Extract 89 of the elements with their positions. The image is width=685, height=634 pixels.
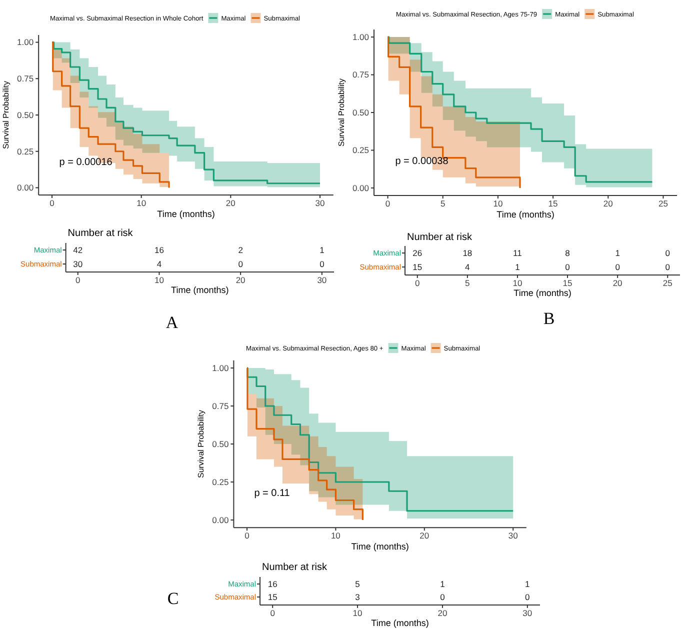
y-axis-title: Survival Probability <box>337 78 346 147</box>
data-label: 1 <box>320 244 325 255</box>
data-label: 1 <box>615 248 620 258</box>
y-tick-label: 0.50 <box>212 438 229 449</box>
x-tick-label: 25 <box>658 198 668 208</box>
data-label: 1 <box>515 262 520 272</box>
y-tick-label: 0.00 <box>352 182 370 193</box>
annotation: p = 0.00016 <box>59 156 113 168</box>
y-tick-label: 0.50 <box>17 110 34 120</box>
data-label: 1 <box>525 578 530 589</box>
x-tick-label: 30 <box>522 608 532 618</box>
x-axis-title: Time (months) <box>371 618 429 628</box>
text: B <box>543 309 555 328</box>
data-label: 1 <box>440 578 446 589</box>
data-label: 26 <box>412 248 422 258</box>
x-tick-label: 25 <box>662 278 673 288</box>
y-axis-title: Survival Probability <box>196 410 206 478</box>
data-label: 0 <box>615 262 620 272</box>
x-tick-label: 20 <box>236 275 246 285</box>
data-label: 16 <box>268 578 278 589</box>
chart-title: Number at risk <box>407 232 474 243</box>
data-label: 42 <box>73 244 83 255</box>
x-axis-title: Time (months) <box>157 209 215 219</box>
data-label: 0 <box>525 592 530 602</box>
x-tick-label: 0 <box>244 530 250 541</box>
x-tick-label: 20 <box>438 608 448 618</box>
data-label: 15 <box>268 592 278 602</box>
data-label: 4 <box>156 258 162 269</box>
chart-title: Number at risk <box>262 562 328 573</box>
data-label: 0 <box>565 262 570 272</box>
x-axis-title: Time (months) <box>351 542 409 552</box>
x-axis-title: Time (months) <box>514 288 572 298</box>
x-tick-label: 15 <box>562 278 573 288</box>
y-tick-label: 0.75 <box>352 70 370 80</box>
y-tick-label: 1.00 <box>212 362 229 373</box>
x-tick-label: 10 <box>136 198 146 208</box>
y-tick-label: 0.25 <box>17 146 34 156</box>
data-label: 0 <box>440 592 446 602</box>
text: A <box>166 313 179 332</box>
y-tick-label: 1.00 <box>352 32 370 42</box>
data-label: 2 <box>238 244 244 255</box>
data-label: 8 <box>565 248 570 258</box>
chart-title: Number at risk <box>68 228 134 239</box>
data-label: 4 <box>465 262 470 272</box>
data-label: 5 <box>355 578 360 589</box>
data-label: 30 <box>73 258 83 269</box>
data-label: 0 <box>238 258 244 269</box>
annotation: p = 0.00038 <box>395 156 449 168</box>
x-tick-label: 10 <box>330 530 341 541</box>
x-tick-label: 10 <box>512 278 522 288</box>
x-tick-label: 0 <box>50 198 55 208</box>
x-tick-label: 20 <box>420 530 430 541</box>
x-tick-label: 0 <box>76 275 80 285</box>
x-tick-label: 30 <box>508 530 518 541</box>
x-tick-label: 10 <box>352 608 363 618</box>
x-tick-label: 30 <box>315 198 325 208</box>
data-label: 16 <box>154 244 164 255</box>
x-tick-label: 20 <box>603 198 614 208</box>
y-tick-label: 0.00 <box>212 514 229 525</box>
x-tick-label: 0 <box>270 608 276 618</box>
x-tick-label: 10 <box>154 275 164 285</box>
x-tick-label: 10 <box>493 198 503 208</box>
y-tick-label: 0.50 <box>352 107 370 118</box>
x-axis-title: Time (months) <box>171 285 229 295</box>
data-label: 0 <box>665 248 670 258</box>
x-tick-label: 30 <box>317 275 327 285</box>
data-label: 3 <box>355 592 360 602</box>
x-tick-label: 5 <box>465 278 470 288</box>
x-tick-label: 15 <box>548 198 558 208</box>
y-tick-label: 1.00 <box>17 37 34 48</box>
y-tick-label: 0.75 <box>17 74 34 84</box>
x-tick-label: 0 <box>415 278 420 288</box>
annotation: p = 0.11 <box>254 488 290 499</box>
y-tick-label: 0.25 <box>352 145 370 156</box>
y-tick-label: 0.25 <box>212 476 229 487</box>
y-tick-label: 0.00 <box>17 182 34 193</box>
text: C <box>167 589 179 608</box>
data-label: 0 <box>320 258 325 269</box>
x-axis-title: Time (months) <box>496 210 554 220</box>
x-tick-label: 20 <box>226 198 236 208</box>
x-tick-label: 5 <box>440 198 446 208</box>
x-tick-label: 0 <box>385 198 390 208</box>
data-label: 0 <box>665 262 670 272</box>
y-axis-title: Survival Probability <box>2 80 11 150</box>
data-label: 15 <box>412 262 422 272</box>
data-label: 18 <box>462 248 472 258</box>
data-label: 11 <box>513 248 522 258</box>
y-tick-label: 0.75 <box>212 400 229 411</box>
x-tick-label: 20 <box>612 278 623 288</box>
